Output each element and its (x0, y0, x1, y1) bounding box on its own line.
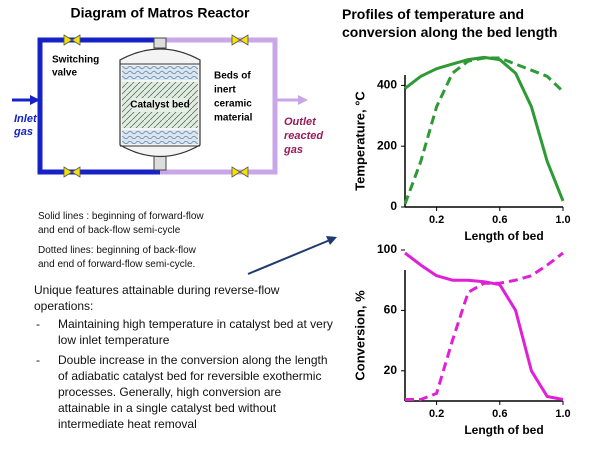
outlet-label: gas (283, 144, 303, 156)
y-axis-label: Conversion, % (352, 290, 367, 381)
x-tick-label: 0.6 (492, 214, 507, 226)
bullet: Maintaining high temperature in catalyst… (36, 316, 334, 348)
solid-note: Solid lines : beginning of forward-flow … (38, 210, 204, 238)
reactor (119, 37, 201, 171)
y-axis-label: Temperature, °C (352, 91, 367, 191)
features-title: Unique features attainable during revers… (34, 283, 280, 313)
features: Unique features attainable during revers… (34, 282, 334, 436)
pointer-arrow-head (326, 236, 337, 245)
y-tick-label: 0 (390, 199, 397, 213)
catalyst-label: Catalyst bed (130, 100, 189, 111)
y-tick-label: 400 (377, 78, 397, 92)
beds-label: ceramic (214, 99, 252, 110)
pointer-arrow (247, 239, 331, 275)
x-tick-label: 0.6 (492, 408, 507, 420)
diagram-title: Diagram of Matros Reactor (71, 5, 250, 21)
valves (63, 34, 249, 178)
y-tick-label: 60 (384, 303, 398, 317)
x-axis-label: Length of bed (464, 229, 543, 243)
x-tick-label: 0.2 (429, 408, 444, 420)
x-tick-label: 1.0 (555, 214, 570, 226)
note-line: Dotted lines: beginning of back-flow (38, 245, 196, 256)
x-tick-label: 0.2 (429, 214, 444, 226)
x-axis-label: Length of bed (464, 423, 543, 437)
outlet-label: Outlet (284, 116, 317, 128)
series-line (404, 251, 564, 401)
series-line (403, 56, 565, 205)
valve-label: valve (52, 68, 77, 79)
inlet-arrow (30, 95, 40, 105)
y-tick-label: 20 (384, 363, 398, 377)
beds-label: Beds of (214, 71, 251, 82)
note-line: and end of forward-flow semi-cycle. (38, 259, 196, 270)
dotted-note: Dotted lines: beginning of back-flow and… (38, 244, 196, 272)
profiles-title: Profiles of temperature and conversion a… (342, 6, 558, 40)
inlet-label: Inlet (14, 113, 38, 125)
inlet-label: gas (13, 126, 33, 138)
beds-label: material (214, 113, 253, 124)
note-line: and end of back-flow semi-cycle (38, 225, 181, 236)
series-line (405, 251, 564, 401)
valve-label: Switching (52, 55, 99, 66)
x-tick-label: 1.0 (555, 408, 570, 420)
bullet-list: Maintaining high temperature in catalyst… (34, 316, 334, 432)
y-tick-label: 100 (377, 242, 397, 256)
outlet-arrow (298, 95, 308, 105)
bullet: Double increase in the conversion along … (36, 352, 334, 432)
beds-label: inert (214, 85, 236, 96)
note-line: Solid lines : beginning of forward-flow (38, 211, 204, 222)
outlet-label: reacted (284, 130, 323, 142)
y-tick-label: 200 (377, 138, 397, 152)
